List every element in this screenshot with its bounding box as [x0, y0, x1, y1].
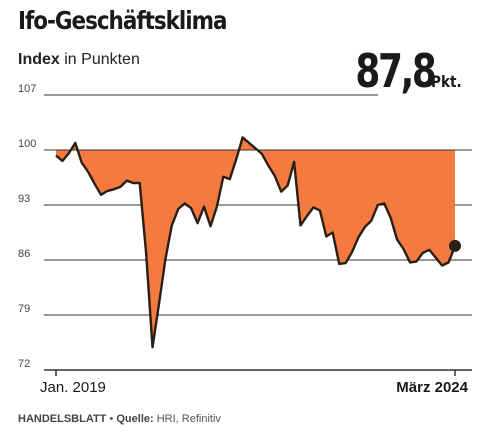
latest-value-callout: 87,8 Pkt.	[333, 48, 467, 94]
data-point	[261, 153, 263, 155]
data-point	[151, 346, 153, 348]
y-tick-label-107: 107	[18, 83, 36, 95]
data-point	[216, 205, 218, 207]
data-point	[113, 188, 115, 190]
data-point	[100, 194, 102, 196]
data-point	[370, 220, 372, 222]
data-point	[106, 190, 108, 192]
area-fill	[56, 137, 455, 348]
data-point	[68, 152, 70, 154]
data-point	[139, 182, 141, 184]
data-point	[319, 209, 321, 211]
x-tick-label-0: Jan. 2019	[40, 379, 106, 396]
data-point	[306, 215, 308, 217]
data-point	[126, 179, 128, 181]
data-point	[145, 252, 147, 254]
footer: HANDELSBLATT • Quelle: HRI, Refinitiv	[18, 413, 221, 425]
footer-separator: •	[106, 413, 117, 425]
data-point	[441, 264, 443, 266]
data-point	[267, 165, 269, 167]
data-point	[332, 231, 334, 233]
subtitle-rest: in Punkten	[59, 51, 140, 68]
data-point	[435, 256, 437, 258]
data-point	[61, 160, 63, 162]
data-point	[164, 258, 166, 260]
data-point	[177, 208, 179, 210]
footer-brand: HANDELSBLATT	[18, 413, 107, 425]
data-point	[409, 261, 411, 263]
data-point	[190, 207, 192, 209]
y-tick-label-100: 100	[18, 138, 36, 150]
data-point	[299, 224, 301, 226]
data-point	[357, 236, 359, 238]
data-point	[351, 251, 353, 253]
data-point	[171, 224, 173, 226]
data-point	[241, 136, 243, 138]
data-point	[280, 190, 282, 192]
data-point	[203, 205, 205, 207]
latest-value: 87,8	[355, 44, 437, 98]
data-point	[235, 158, 237, 160]
data-point	[364, 226, 366, 228]
data-point	[209, 225, 211, 227]
data-point	[274, 175, 276, 177]
chart-title: Ifo-Geschäftsklima	[18, 6, 227, 35]
data-point	[55, 154, 57, 156]
data-point	[415, 260, 417, 262]
data-point	[312, 206, 314, 208]
data-point	[396, 238, 398, 240]
latest-value-unit: Pkt.	[430, 72, 462, 91]
data-point	[119, 186, 121, 188]
data-point	[293, 161, 295, 163]
latest-point-dot	[449, 239, 461, 252]
data-point	[196, 222, 198, 224]
data-point	[344, 262, 346, 264]
series-line	[55, 136, 457, 349]
data-point	[93, 183, 95, 185]
chart-subtitle: Index in Punkten	[18, 51, 140, 69]
data-point	[158, 303, 160, 305]
y-tick-label-93: 93	[18, 193, 30, 205]
data-point	[422, 252, 424, 254]
data-point	[428, 249, 430, 251]
data-point	[248, 142, 250, 144]
data-point	[74, 142, 76, 144]
subtitle-bold: Index	[18, 51, 60, 68]
x-tick-label-1: März 2024	[396, 379, 468, 396]
data-point	[389, 216, 391, 218]
data-point	[377, 204, 379, 206]
footer-source-label: Quelle:	[116, 413, 154, 425]
footer-source: HRI, Refinitiv	[153, 413, 221, 425]
data-point	[338, 263, 340, 265]
data-point	[132, 182, 134, 184]
data-point	[383, 202, 385, 204]
data-point	[325, 235, 327, 237]
y-tick-label-72: 72	[18, 358, 30, 370]
data-point	[287, 184, 289, 186]
data-point	[229, 178, 231, 180]
data-point	[254, 147, 256, 149]
y-tick-label-79: 79	[18, 303, 30, 315]
data-point	[184, 202, 186, 204]
data-point	[87, 171, 89, 173]
data-point	[402, 248, 404, 250]
data-point	[222, 176, 224, 178]
y-tick-label-86: 86	[18, 248, 30, 260]
data-point	[81, 161, 83, 163]
data-point	[447, 261, 449, 263]
